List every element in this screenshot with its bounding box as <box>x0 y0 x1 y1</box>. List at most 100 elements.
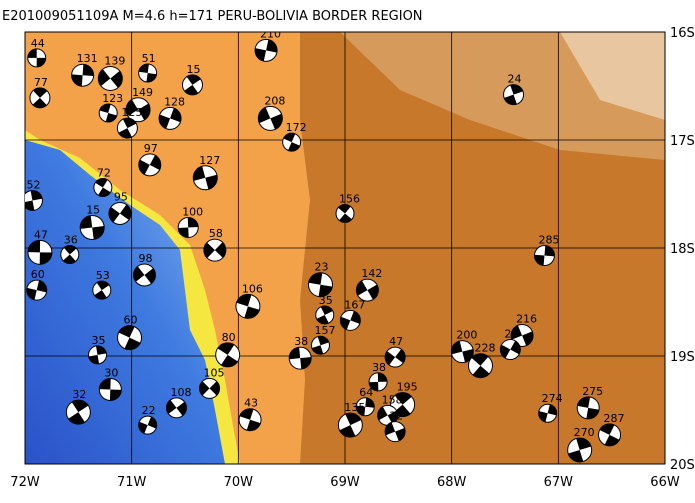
depth-label: 135 <box>344 401 365 414</box>
x-tick-label: 70W <box>224 475 254 490</box>
beachball-quadrant <box>99 103 117 123</box>
y-tick-label: 19S <box>670 350 695 365</box>
beachball-quadrant <box>98 69 123 88</box>
depth-label: 36 <box>64 233 78 246</box>
beachball-quadrant <box>71 64 94 87</box>
depth-label: 128 <box>164 95 185 108</box>
beachball-quadrant <box>203 242 226 259</box>
depth-label: 47 <box>389 335 403 348</box>
y-tick-label: 16S <box>670 26 695 41</box>
depth-label: 32 <box>72 388 86 401</box>
depth-label: 157 <box>314 324 335 337</box>
beachball-quadrant <box>27 240 52 265</box>
depth-label: 156 <box>339 192 360 205</box>
depth-label: 131 <box>77 52 98 65</box>
depth-label: 44 <box>31 37 45 50</box>
beachball-quadrant <box>316 305 333 324</box>
x-tick-label: 72W <box>10 475 40 490</box>
beachball-quadrant <box>193 166 218 190</box>
depth-label: 200 <box>456 329 477 342</box>
depth-label: 275 <box>582 385 603 398</box>
depth-label: 24 <box>508 73 522 86</box>
beachball-quadrant <box>356 397 375 416</box>
beachball-quadrant <box>27 48 46 67</box>
depth-label: 60 <box>124 314 138 327</box>
beachball-quadrant <box>138 416 157 434</box>
depth-label: 32 <box>389 410 403 423</box>
depth-label: 98 <box>138 252 152 265</box>
depth-label: 172 <box>286 121 307 134</box>
depth-label: 58 <box>209 227 223 240</box>
beachball-quadrant <box>236 294 260 319</box>
beachball-quadrant <box>311 336 329 355</box>
depth-label: 274 <box>542 392 563 405</box>
beachball-quadrant <box>393 392 412 417</box>
beachball-quadrant <box>339 413 362 438</box>
depth-label: 77 <box>34 76 48 89</box>
depth-label: 139 <box>104 54 125 67</box>
beachball-quadrant <box>199 381 220 396</box>
depth-label: 53 <box>96 269 110 282</box>
depth-label: 270 <box>574 426 595 439</box>
beachball-quadrant <box>599 423 620 446</box>
beachball-quadrant <box>133 266 156 284</box>
beachball-quadrant <box>340 311 361 330</box>
depth-label: 23 <box>314 261 328 274</box>
beachball-quadrant <box>289 347 312 370</box>
beachball-quadrant <box>255 39 278 62</box>
beachball-quadrant <box>99 378 122 401</box>
x-tick-label: 69W <box>330 475 360 490</box>
depth-label: 149 <box>132 86 153 99</box>
y-tick-label: 17S <box>670 134 695 149</box>
depth-label: 167 <box>344 298 365 311</box>
x-tick-label: 68W <box>437 475 467 490</box>
depth-label: 97 <box>144 142 158 155</box>
depth-label: 158 <box>382 393 403 406</box>
beachball-quadrant <box>308 272 333 297</box>
x-tick-label: 67W <box>544 475 574 490</box>
beachball-quadrant <box>451 341 474 363</box>
depth-label: 210 <box>260 27 281 40</box>
beachball-quadrant <box>377 406 398 425</box>
beachball-quadrant <box>95 178 111 197</box>
depth-label: 125 <box>121 106 142 119</box>
beachball-quadrant <box>25 190 43 211</box>
beachball-quadrant <box>500 340 521 359</box>
x-tick-label: 71W <box>117 475 147 490</box>
depth-label: 35 <box>319 294 333 307</box>
beachball-quadrant <box>577 396 599 419</box>
beachball-quadrant <box>504 84 523 105</box>
beachball-quadrant <box>159 108 182 129</box>
beachball-quadrant <box>178 217 199 238</box>
depth-label: 142 <box>361 267 382 280</box>
depth-label: 64 <box>359 386 373 399</box>
beachball-quadrant <box>108 204 131 223</box>
depth-label: 51 <box>142 52 156 65</box>
depth-label: 38 <box>372 361 386 374</box>
depth-label: 287 <box>604 412 625 425</box>
depth-label: 216 <box>516 312 537 325</box>
beachball-quadrant <box>534 245 555 266</box>
depth-label: 195 <box>397 381 418 394</box>
beachball-quadrant <box>94 281 110 300</box>
depth-label: 15 <box>186 63 200 76</box>
beachball-quadrant <box>68 400 89 425</box>
depth-label: 105 <box>204 366 225 379</box>
depth-label: 38 <box>294 335 308 348</box>
depth-label: 106 <box>242 282 263 295</box>
beachball-quadrant <box>88 345 107 364</box>
beachball-quadrant <box>63 245 77 264</box>
y-tick-label: 18S <box>670 242 695 257</box>
depth-label: 47 <box>34 228 48 241</box>
y-tick-label: 20S <box>670 458 695 473</box>
beachball-quadrant <box>471 353 490 378</box>
beachball-quadrant <box>385 349 406 366</box>
map-title: E201009051109A M=4.6 h=171 PERU-BOLIVIA … <box>2 9 423 24</box>
depth-label: 95 <box>114 190 128 203</box>
ocean <box>25 140 225 464</box>
depth-label: 43 <box>244 397 258 410</box>
depth-label: 30 <box>104 366 118 379</box>
